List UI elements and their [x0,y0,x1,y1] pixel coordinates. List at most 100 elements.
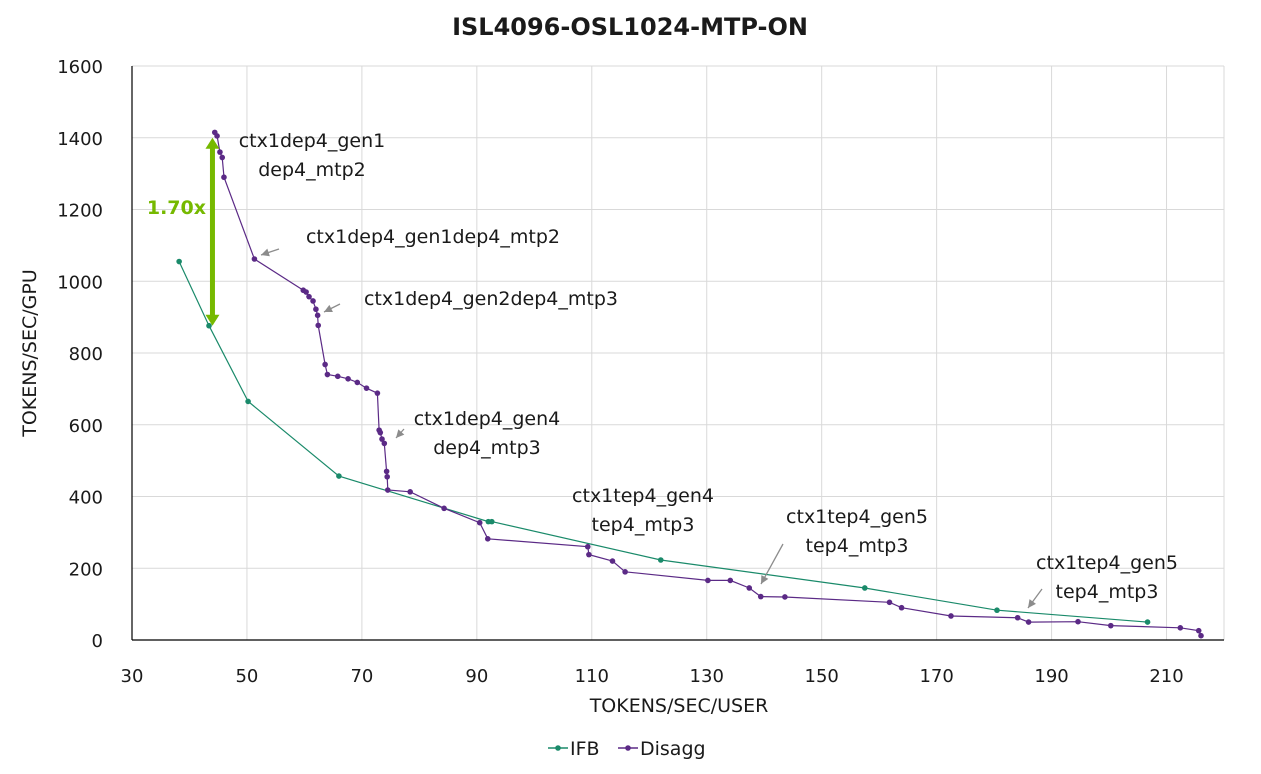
point-disagg-16 [345,376,351,382]
y-tick-label-0: 0 [92,631,103,652]
point-disagg-17 [354,379,361,386]
ratio-arrow-head-top [205,137,220,149]
x-tick-label-3: 90 [465,666,488,687]
legend-marker-ifb [555,745,561,751]
x-axis-label: TOKENS/SEC/USER [589,695,769,717]
ratio-label: 1.70x [147,197,206,219]
annotation-3-line-1: dep4_mtp3 [433,437,541,459]
point-disagg-18 [363,385,370,391]
point-disagg-15 [334,373,341,380]
annotation-0-line-0: ctx1dep4_gen1 [239,130,386,152]
y-tick-label-8: 1600 [57,57,103,78]
y-tick-labels: 0 200 400 600 800 1000 1200 1400 1600 [57,57,103,652]
point-disagg-49 [1198,632,1204,639]
y-tick-label-5: 1000 [57,272,103,293]
point-disagg-1 [214,133,220,139]
annotation-4: ctx1tep4_gen4 tep4_mtp3 [572,485,714,536]
point-disagg-23 [381,440,388,447]
y-tick-label-4: 800 [69,344,103,365]
legend-item-disagg: Disagg [618,738,706,760]
point-disagg-3 [219,154,226,161]
annotation-3-line-0: ctx1dep4_gen4 [414,408,561,430]
point-disagg-12 [315,322,322,329]
x-tick-label-9: 210 [1149,666,1183,687]
point-disagg-2 [217,149,223,155]
legend-label-disagg: Disagg [640,738,706,760]
ratio-arrow-head-bottom [205,314,220,326]
point-disagg-29 [476,519,483,526]
legend-marker-disagg [625,745,631,751]
x-tick-label-0: 30 [121,666,144,687]
point-disagg-13 [322,361,328,368]
annotation-4-line-0: ctx1tep4_gen4 [572,485,714,507]
annotation-5-line-0: ctx1tep4_gen5 [786,506,928,528]
point-ifb-6 [657,557,664,563]
point-disagg-30 [484,536,491,542]
x-tick-label-2: 70 [350,666,373,687]
point-disagg-4 [221,174,227,181]
x-tick-label-8: 190 [1034,666,1068,687]
point-disagg-14 [324,371,331,378]
point-ifb-0 [176,258,182,265]
point-disagg-40 [886,599,893,606]
point-disagg-37 [746,585,753,591]
point-disagg-35 [705,577,711,584]
point-ifb-2 [245,398,251,405]
chart-title: ISL4096-OSL1024-MTP-ON [452,13,808,41]
point-disagg-11 [314,312,321,319]
annotation-2-arrowhead [324,304,333,312]
x-tick-label-5: 130 [690,666,724,687]
x-tick-label-7: 170 [919,666,953,687]
annotation-6: ctx1tep4_gen5 tep4_mtp3 [1027,552,1178,609]
annotation-2-line-0: ctx1dep4_gen2dep4_mtp3 [364,288,618,310]
x-tick-labels: 30 50 70 90 110 130 150 170 190 210 [121,666,1184,687]
x-tick-label-4: 110 [575,666,609,687]
point-ifb-7 [861,585,868,591]
annotation-5-line-1: tep4_mtp3 [806,535,909,557]
point-disagg-31 [584,543,591,550]
point-disagg-33 [609,558,616,564]
point-disagg-8 [306,293,312,300]
point-disagg-24 [383,468,390,475]
point-disagg-32 [586,551,592,558]
annotation-1-line-0: ctx1dep4_gen1dep4_mtp2 [306,226,560,248]
legend-item-ifb: IFB [548,738,600,760]
annotation-3-arrowhead [396,429,405,438]
series-disagg [211,129,1204,639]
point-ifb-9 [1144,619,1151,625]
y-tick-label-2: 400 [69,488,103,509]
point-disagg-7 [303,289,309,295]
y-tick-label-1: 200 [69,559,103,580]
series-lines [176,129,1204,639]
y-tick-label-7: 1400 [57,129,103,150]
x-tick-label-1: 50 [235,666,258,687]
point-disagg-45 [1075,618,1081,625]
point-disagg-48 [1195,627,1202,634]
point-disagg-27 [407,489,413,495]
point-disagg-42 [948,613,954,619]
point-disagg-9 [310,298,316,304]
point-disagg-22 [379,436,385,442]
annotation-4-line-1: tep4_mtp3 [592,514,695,536]
point-disagg-44 [1025,619,1032,625]
point-disagg-36 [727,577,734,584]
point-disagg-34 [622,569,628,575]
legend-label-ifb: IFB [570,738,600,760]
annotation-3: ctx1dep4_gen4 dep4_mtp3 [395,408,561,459]
point-disagg-47 [1177,625,1184,631]
annotation-6-line-1: tep4_mtp3 [1056,581,1159,603]
point-disagg-38 [757,593,764,600]
axes [131,66,1224,641]
y-tick-label-3: 600 [69,416,103,437]
point-ifb-3 [336,473,342,479]
point-disagg-43 [1014,614,1021,621]
point-disagg-41 [898,604,905,611]
point-ifb-8 [994,607,1000,614]
annotations: ctx1dep4_gen1dep4_mtp2 ctx1dep4_gen1 dep4_… [239,130,1178,609]
point-ifb-1 [206,322,212,329]
point-disagg-10 [313,306,319,313]
annotation-6-arrowhead [1028,599,1036,608]
y-tick-label-6: 1200 [57,201,103,222]
annotation-5: ctx1tep4_gen5 tep4_mtp3 [760,506,928,585]
